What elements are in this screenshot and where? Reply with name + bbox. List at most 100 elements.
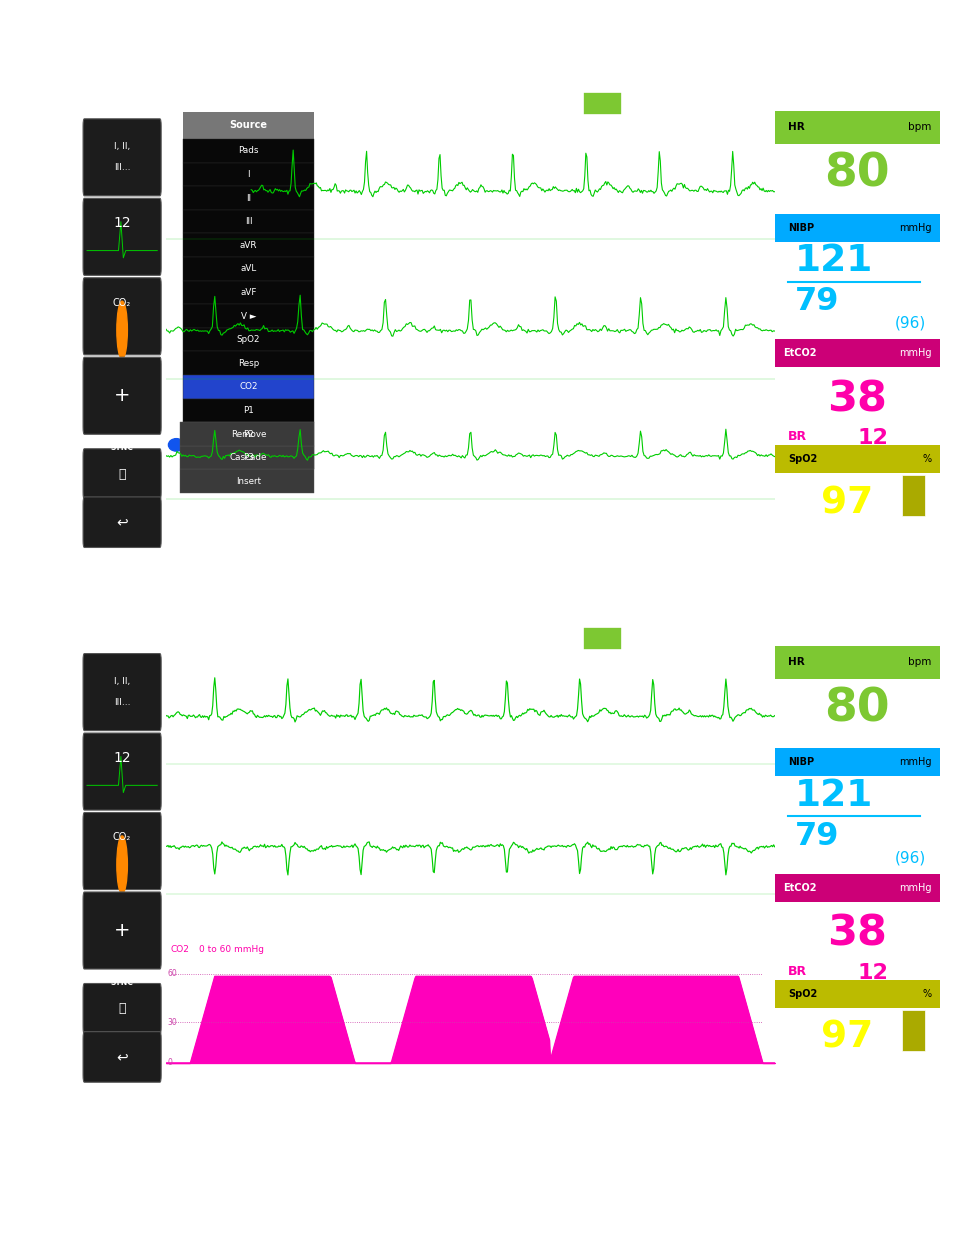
Text: avR: avR bbox=[171, 820, 188, 829]
Text: II: II bbox=[171, 669, 176, 678]
Bar bbox=[774, 446, 939, 473]
Bar bbox=[901, 1010, 923, 1051]
Text: 97: 97 bbox=[820, 1020, 872, 1056]
Text: III...: III... bbox=[113, 698, 131, 708]
Text: 79: 79 bbox=[794, 821, 838, 852]
FancyBboxPatch shape bbox=[582, 91, 621, 115]
Text: P1: P1 bbox=[243, 406, 253, 415]
FancyBboxPatch shape bbox=[83, 983, 161, 1034]
Text: 0: 0 bbox=[167, 1058, 172, 1067]
Text: 0 to 60 mmHg: 0 to 60 mmHg bbox=[199, 945, 264, 955]
Bar bbox=[183, 446, 314, 469]
Text: P2: P2 bbox=[243, 430, 253, 438]
Text: BR: BR bbox=[787, 965, 806, 978]
Text: 12: 12 bbox=[856, 429, 887, 448]
FancyBboxPatch shape bbox=[83, 653, 161, 731]
Text: SpO2: SpO2 bbox=[787, 989, 817, 999]
Bar bbox=[183, 257, 314, 280]
Bar bbox=[774, 214, 939, 242]
FancyBboxPatch shape bbox=[83, 199, 161, 275]
Text: 12:34:56: 12:34:56 bbox=[266, 96, 309, 105]
Bar bbox=[183, 399, 314, 422]
Text: Adult: Adult bbox=[449, 630, 480, 640]
Text: 06/06/2011: 06/06/2011 bbox=[175, 96, 229, 105]
Text: II: II bbox=[246, 194, 251, 203]
Bar bbox=[183, 186, 314, 210]
Text: 121: 121 bbox=[794, 243, 872, 279]
Bar bbox=[774, 646, 939, 678]
Text: II: II bbox=[171, 151, 176, 159]
Text: 12: 12 bbox=[856, 963, 887, 983]
FancyBboxPatch shape bbox=[83, 1031, 161, 1082]
Text: 30: 30 bbox=[167, 1018, 176, 1026]
Circle shape bbox=[116, 836, 128, 894]
Text: I, II,: I, II, bbox=[113, 677, 131, 685]
Bar bbox=[180, 422, 314, 446]
Text: NIBP: NIBP bbox=[787, 222, 813, 232]
Circle shape bbox=[116, 301, 128, 359]
Text: +: + bbox=[113, 387, 131, 405]
Text: aVR: aVR bbox=[239, 241, 257, 249]
Text: 98.6: 98.6 bbox=[832, 543, 881, 562]
Text: 97: 97 bbox=[820, 485, 872, 521]
Text: aVL: aVL bbox=[240, 264, 256, 273]
FancyBboxPatch shape bbox=[83, 119, 161, 196]
Text: mmHg: mmHg bbox=[898, 757, 930, 767]
Text: Insert: Insert bbox=[235, 477, 261, 485]
Text: 06/06/2011: 06/06/2011 bbox=[175, 631, 229, 640]
Text: 80: 80 bbox=[823, 152, 889, 196]
Text: CO₂: CO₂ bbox=[112, 298, 132, 308]
Text: SpO2: SpO2 bbox=[236, 335, 260, 345]
Text: 00:17:43: 00:17:43 bbox=[629, 96, 686, 110]
Text: V ►: V ► bbox=[240, 311, 256, 321]
FancyBboxPatch shape bbox=[83, 892, 161, 969]
Bar bbox=[774, 111, 939, 143]
Bar bbox=[183, 280, 314, 304]
Text: 1 cm/mV: 1 cm/mV bbox=[191, 669, 231, 678]
Text: (96): (96) bbox=[894, 850, 925, 866]
Bar bbox=[183, 422, 314, 446]
Text: 98.6: 98.6 bbox=[832, 1078, 881, 1097]
Bar bbox=[901, 475, 923, 516]
Text: 00:17:43: 00:17:43 bbox=[629, 631, 686, 645]
Text: Source: Source bbox=[230, 120, 267, 131]
Text: EtCO2: EtCO2 bbox=[782, 883, 816, 893]
Text: P3: P3 bbox=[243, 453, 253, 462]
Text: 38: 38 bbox=[826, 378, 886, 420]
Text: NIBP: NIBP bbox=[787, 757, 813, 767]
Text: bpm: bpm bbox=[907, 122, 930, 132]
Bar bbox=[183, 163, 314, 186]
Text: °F: °F bbox=[915, 529, 925, 538]
Text: Cascade: Cascade bbox=[230, 453, 267, 462]
Text: ↩: ↩ bbox=[116, 515, 128, 529]
FancyBboxPatch shape bbox=[582, 626, 621, 650]
Text: T1: T1 bbox=[787, 529, 799, 538]
Text: ⏮: ⏮ bbox=[118, 468, 126, 480]
Text: 1 cm/mV: 1 cm/mV bbox=[191, 820, 231, 829]
Text: 38: 38 bbox=[826, 913, 886, 955]
Bar bbox=[183, 352, 314, 375]
Text: 12: 12 bbox=[113, 216, 131, 230]
Text: I: I bbox=[247, 170, 250, 179]
FancyBboxPatch shape bbox=[83, 734, 161, 810]
Text: EtCO2: EtCO2 bbox=[782, 348, 816, 358]
Text: ⏮: ⏮ bbox=[118, 1003, 126, 1015]
Bar bbox=[774, 874, 939, 902]
Bar bbox=[183, 375, 314, 399]
FancyBboxPatch shape bbox=[83, 496, 161, 547]
Text: T1: T1 bbox=[787, 1063, 799, 1073]
Text: SYNC: SYNC bbox=[111, 978, 133, 987]
Text: (96): (96) bbox=[894, 315, 925, 331]
Text: CO2: CO2 bbox=[171, 945, 190, 955]
Text: 121: 121 bbox=[794, 778, 872, 814]
Text: 60: 60 bbox=[167, 969, 176, 978]
Text: Remove: Remove bbox=[231, 430, 266, 438]
Text: %: % bbox=[922, 989, 930, 999]
Circle shape bbox=[169, 438, 184, 451]
Text: 80: 80 bbox=[823, 687, 889, 731]
Text: HR: HR bbox=[787, 122, 803, 132]
FancyBboxPatch shape bbox=[83, 813, 161, 889]
Text: a: a bbox=[171, 430, 175, 438]
Text: bpm: bpm bbox=[907, 657, 930, 667]
Bar bbox=[774, 981, 939, 1008]
